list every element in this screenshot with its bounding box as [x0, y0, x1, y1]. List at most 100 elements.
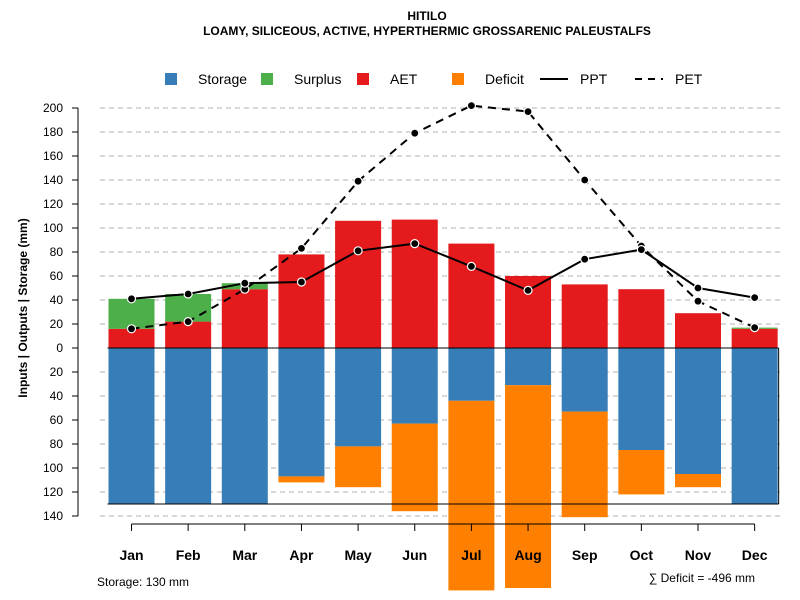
- ppt-point: [636, 245, 646, 255]
- x-tick-label: Jun: [402, 547, 427, 563]
- pet-point: [183, 317, 193, 327]
- legend: Storage Surplus AET Deficit PPT PET: [165, 71, 703, 87]
- aet-bar: [335, 220, 382, 348]
- deficit-bar: [561, 411, 608, 518]
- ppt-point: [183, 289, 193, 299]
- y-tick-label: 80: [50, 437, 64, 451]
- y-axis-label: Inputs | Outputs | Storage (mm): [16, 218, 30, 397]
- storage-note: Storage: 130 mm: [97, 575, 189, 589]
- y-tick-label: 180: [43, 125, 63, 139]
- y-tick-label: 20: [50, 317, 64, 331]
- storage-bar: [335, 348, 382, 447]
- y-tick-label: 40: [50, 389, 64, 403]
- storage-bar: [278, 348, 325, 477]
- legend-storage-swatch: [165, 73, 177, 85]
- y-tick-label: 120: [43, 197, 63, 211]
- chart-title: HITILO: [407, 9, 446, 23]
- chart-subtitle: LOAMY, SILICEOUS, ACTIVE, HYPERTHERMIC G…: [203, 24, 651, 38]
- pet-point: [296, 243, 307, 253]
- legend-ppt-label: PPT: [580, 71, 608, 87]
- y-tick-label: 200: [43, 101, 63, 115]
- x-tick-label: Sep: [572, 547, 598, 563]
- aet-bar: [618, 289, 665, 348]
- ppt-point: [523, 285, 533, 295]
- bars: [107, 219, 780, 591]
- x-tick-label: Apr: [289, 547, 314, 563]
- y-tick-label: 140: [43, 173, 63, 187]
- storage-bar: [731, 348, 778, 504]
- deficit-bar: [448, 400, 495, 591]
- ppt-point: [750, 293, 760, 303]
- x-tick-label: Nov: [685, 547, 712, 563]
- legend-surplus-swatch: [261, 73, 273, 85]
- y-tick-label: 100: [43, 221, 63, 235]
- surplus-bar: [165, 294, 212, 322]
- x-tick-label: Jul: [461, 547, 481, 563]
- y-tick-label: 160: [43, 149, 63, 163]
- storage-bar: [165, 348, 212, 504]
- ppt-point: [296, 277, 307, 287]
- storage-bar: [561, 348, 608, 412]
- ppt-point: [410, 239, 420, 249]
- x-tick-label: Feb: [176, 547, 201, 563]
- x-tick-label: Jan: [119, 547, 143, 563]
- aet-bar: [731, 328, 778, 348]
- legend-storage-label: Storage: [198, 71, 247, 87]
- ppt-line: [131, 242, 755, 300]
- ppt-point: [693, 283, 703, 293]
- deficit-bar: [391, 423, 438, 512]
- aet-bar: [278, 254, 325, 348]
- legend-surplus-label: Surplus: [294, 71, 341, 87]
- storage-bar: [108, 348, 155, 504]
- aet-bar: [561, 284, 608, 348]
- lines: [126, 100, 760, 334]
- y-tick-label: 60: [50, 269, 64, 283]
- axes: 2001801601401201008060402002040608010012…: [43, 101, 768, 563]
- pet-point: [353, 176, 363, 186]
- deficit-note: ∑ Deficit = -496 mm: [649, 571, 755, 585]
- deficit-bar: [618, 450, 665, 495]
- x-tick-label: May: [344, 547, 371, 563]
- y-tick-label: 20: [50, 365, 64, 379]
- surplus-bar: [108, 298, 155, 329]
- storage-bar: [505, 348, 552, 386]
- aet-bar: [675, 313, 721, 348]
- ppt-point: [126, 294, 137, 304]
- ppt-point: [240, 278, 250, 288]
- y-tick-label: 60: [50, 413, 64, 427]
- y-tick-label: 0: [56, 341, 63, 355]
- ppt-point: [580, 254, 590, 264]
- ppt-point: [353, 246, 363, 256]
- storage-bar: [391, 348, 438, 424]
- deficit-bar: [675, 474, 721, 488]
- storage-bar: [618, 348, 665, 450]
- x-tick-label: Dec: [742, 547, 768, 563]
- y-tick-label: 140: [43, 509, 63, 523]
- gridlines: [100, 107, 784, 517]
- x-tick-label: Aug: [514, 547, 541, 563]
- y-tick-label: 80: [50, 245, 64, 259]
- storage-bar: [675, 348, 721, 474]
- aet-bar: [391, 219, 438, 348]
- pet-point: [693, 296, 703, 306]
- aet-bar: [108, 328, 155, 348]
- legend-deficit-swatch: [452, 73, 464, 85]
- deficit-bar: [278, 476, 325, 483]
- pet-point: [580, 175, 590, 185]
- pet-point: [523, 106, 533, 117]
- pet-point: [466, 100, 476, 111]
- y-tick-label: 40: [50, 293, 64, 307]
- pet-point: [750, 323, 760, 333]
- deficit-bar: [505, 385, 552, 588]
- ppt-point: [466, 261, 476, 271]
- y-tick-label: 100: [43, 461, 63, 475]
- deficit-bar: [335, 446, 382, 488]
- x-tick-label: Mar: [232, 547, 257, 563]
- legend-deficit-label: Deficit: [485, 71, 524, 87]
- storage-bar: [221, 348, 268, 504]
- x-tick-label: Oct: [630, 547, 654, 563]
- pet-point: [126, 324, 137, 334]
- legend-aet-label: AET: [390, 71, 418, 87]
- pet-point: [410, 128, 420, 138]
